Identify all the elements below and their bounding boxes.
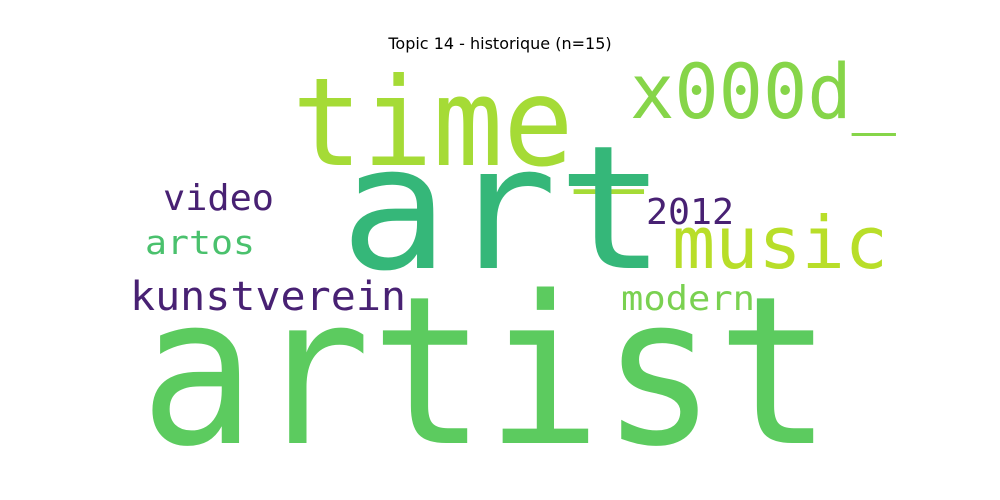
- word-video: video: [163, 178, 274, 219]
- word-x000d: x000d_: [630, 47, 896, 136]
- word-kunstverein: kunstverein: [130, 274, 406, 320]
- word-artos: artos: [145, 223, 255, 262]
- word-artist: artist: [140, 252, 832, 492]
- word-music: music: [672, 201, 888, 285]
- word-2012: 2012: [646, 192, 734, 233]
- word-modern: modern: [621, 279, 755, 319]
- word-art: art: [340, 108, 666, 309]
- word-time: time_: [292, 52, 645, 194]
- chart-title: Topic 14 - historique (n=15): [388, 34, 612, 53]
